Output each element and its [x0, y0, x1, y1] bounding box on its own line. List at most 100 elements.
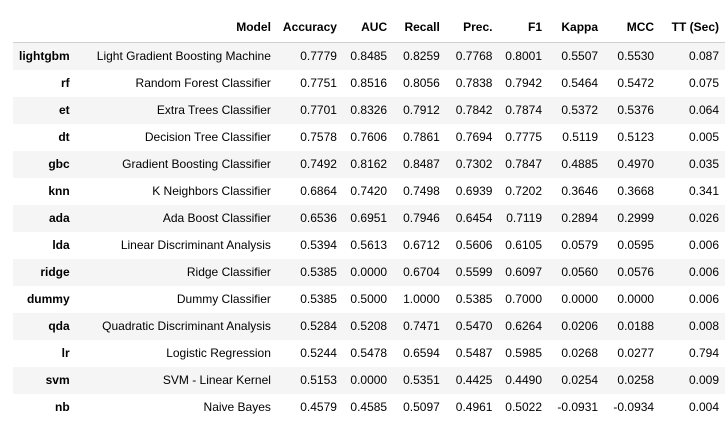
mcc-cell: 0.0188	[617, 319, 655, 333]
row-index: rf	[60, 76, 70, 90]
header-f1: F1	[527, 20, 542, 34]
row-index: nb	[54, 400, 70, 414]
precision-cell: 0.4961	[455, 400, 493, 414]
table-row: gbc Gradient Boosting Classifier 0.7492 0.8…	[13, 150, 725, 178]
f1-cell: 0.6105	[505, 238, 542, 252]
header-model: Model	[236, 20, 271, 34]
mcc-cell: 0.0277	[617, 346, 655, 360]
header-mcc: MCC	[626, 20, 655, 34]
precision-cell: 0.5470	[455, 319, 493, 333]
auc-cell: 0.0000	[350, 265, 388, 279]
training-time-cell: 0.004	[688, 400, 719, 414]
recall-cell: 0.7498	[403, 184, 440, 198]
row-index: et	[58, 103, 70, 117]
header-precision: Prec.	[463, 20, 493, 34]
mcc-cell: 0.0258	[617, 373, 655, 387]
training-time-cell: 0.006	[688, 292, 719, 306]
accuracy-cell: 0.5394	[300, 238, 337, 252]
recall-cell: 0.6704	[403, 265, 440, 279]
mcc-cell: 0.5123	[617, 130, 655, 144]
row-index: lr	[61, 346, 70, 360]
kappa-cell: 0.0000	[561, 292, 599, 306]
precision-cell: 0.7694	[455, 130, 493, 144]
auc-cell: 0.8326	[350, 103, 388, 117]
training-time-cell: 0.794	[688, 346, 719, 360]
row-index: ridge	[40, 265, 70, 279]
f1-cell: 0.7775	[505, 130, 542, 144]
kappa-cell: 0.4885	[561, 157, 599, 171]
row-index: dummy	[26, 292, 70, 306]
precision-cell: 0.5487	[455, 346, 493, 360]
mcc-cell: 0.0576	[617, 265, 655, 279]
table-row: qda Quadratic Discriminant Analysis 0.5284…	[13, 312, 725, 340]
accuracy-cell: 0.5385	[300, 265, 337, 279]
auc-cell: 0.4585	[350, 400, 388, 414]
precision-cell: 0.7838	[455, 76, 493, 90]
auc-cell: 0.0000	[350, 373, 388, 387]
kappa-cell: 0.5464	[561, 76, 599, 90]
accuracy-cell: 0.7492	[300, 157, 337, 171]
training-time-cell: 0.008	[688, 319, 719, 333]
auc-cell: 0.5478	[350, 346, 388, 360]
precision-cell: 0.6939	[455, 184, 493, 198]
recall-cell: 0.7471	[403, 319, 440, 333]
precision-cell: 0.4425	[455, 373, 493, 387]
f1-cell: 0.7000	[505, 292, 542, 306]
mcc-cell: 0.5530	[617, 49, 655, 64]
table-row: knn K Neighbors Classifier 0.6864 0.7420 0.7…	[13, 178, 725, 205]
auc-cell: 0.7420	[350, 184, 388, 198]
f1-cell: 0.7874	[505, 103, 542, 117]
header-index	[13, 12, 76, 43]
recall-cell: 0.7861	[403, 130, 440, 144]
f1-cell: 0.7942	[505, 76, 542, 90]
accuracy-cell: 0.6864	[300, 184, 337, 198]
model-name: Random Forest Classifier	[135, 76, 271, 90]
recall-cell: 1.0000	[403, 292, 440, 306]
table-row: ridge Ridge Classifier 0.5385 0.0000 0.6704 0…	[13, 258, 725, 286]
table-row: rf Random Forest Classifier 0.7751 0.8516 0.…	[13, 70, 725, 97]
training-time-cell: 0.026	[688, 211, 719, 225]
table-row: ada Ada Boost Classifier 0.6536 0.6951 0.794…	[13, 204, 725, 232]
recall-cell: 0.8259	[403, 49, 440, 64]
f1-cell: 0.6264	[505, 319, 542, 333]
precision-cell: 0.7768	[455, 49, 493, 64]
accuracy-cell: 0.6536	[300, 211, 337, 225]
training-time-cell: 0.064	[688, 103, 719, 117]
auc-cell: 0.7606	[350, 130, 388, 144]
kappa-cell: 0.0560	[561, 265, 599, 279]
accuracy-cell: 0.5385	[300, 292, 337, 306]
table-row: dummy Dummy Classifier 0.5385 0.5000 1.0000 0…	[13, 286, 725, 313]
model-comparison-table: Model Accuracy AUC Recall Prec. F1 Kappa…	[13, 12, 725, 421]
header-training-time: TT (Sec)	[671, 20, 719, 34]
accuracy-cell: 0.7779	[300, 49, 337, 64]
f1-cell: 0.7119	[506, 211, 542, 225]
mcc-cell: 0.2999	[617, 211, 655, 225]
accuracy-cell: 0.7578	[300, 130, 337, 144]
header-kappa: Kappa	[561, 20, 599, 34]
recall-cell: 0.7912	[403, 103, 440, 117]
table-row: lr Logistic Regression 0.5244 0.5478 0.6594 0…	[13, 340, 725, 367]
precision-cell: 0.5606	[455, 238, 493, 252]
mcc-cell: 0.0000	[617, 292, 655, 306]
model-name: Gradient Boosting Classifier	[122, 157, 271, 171]
f1-cell: 0.7202	[505, 184, 542, 198]
auc-cell: 0.8485	[350, 49, 388, 64]
mcc-cell: -0.0934	[613, 400, 655, 414]
auc-cell: 0.5208	[350, 319, 388, 333]
mcc-cell: 0.3668	[617, 184, 655, 198]
recall-cell: 0.6594	[403, 346, 440, 360]
mcc-cell: 0.5472	[617, 76, 655, 90]
training-time-cell: 0.006	[688, 238, 719, 252]
row-index: lda	[52, 238, 70, 252]
auc-cell: 0.6951	[350, 211, 388, 225]
header-row: Model Accuracy AUC Recall Prec. F1 Kappa…	[13, 12, 725, 43]
accuracy-cell: 0.5153	[300, 373, 337, 387]
mcc-cell: 0.0595	[617, 238, 655, 252]
kappa-cell: 0.2894	[561, 211, 599, 225]
precision-cell: 0.7842	[455, 103, 493, 117]
kappa-cell: 0.5507	[561, 49, 599, 64]
table-row: svm SVM - Linear Kernel 0.5153 0.0000 0.5351…	[13, 366, 725, 394]
accuracy-cell: 0.4579	[300, 400, 337, 414]
table-row: nb Naive Bayes 0.4579 0.4585 0.5097 0.4961 0.5…	[13, 394, 725, 421]
